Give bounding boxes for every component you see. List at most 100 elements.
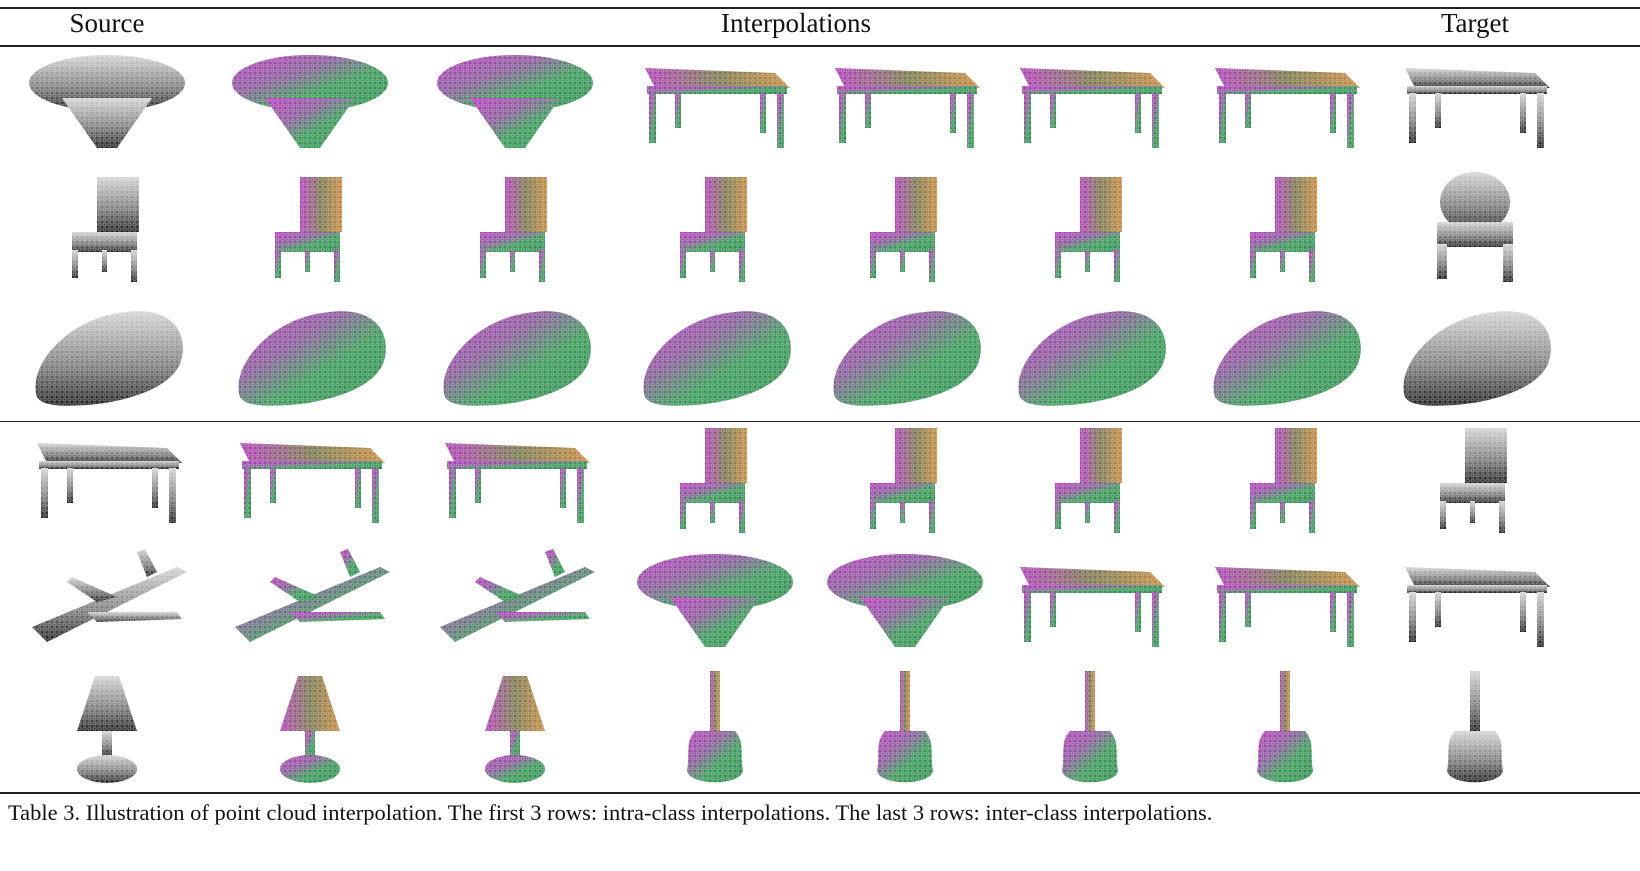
- point-texture: [675, 93, 681, 128]
- point-texture: [340, 549, 360, 577]
- point-texture: [1435, 93, 1441, 128]
- point-texture: [1347, 592, 1354, 647]
- point-texture: [1347, 93, 1354, 148]
- point-texture: [77, 676, 137, 731]
- point-texture: [41, 468, 48, 518]
- point-texture: [870, 232, 935, 252]
- point-texture: [950, 93, 956, 133]
- point-texture: [1055, 250, 1061, 278]
- point-texture: [649, 93, 656, 143]
- point-texture: [102, 250, 107, 272]
- point-texture: [577, 468, 584, 523]
- point-cloud-lamp-source: [77, 676, 137, 783]
- point-texture: [1152, 93, 1159, 148]
- point-texture: [1085, 671, 1095, 731]
- point-texture: [510, 731, 520, 756]
- point-texture: [355, 468, 361, 508]
- point-texture: [839, 93, 846, 143]
- header-interpolations: Interpolations: [721, 8, 871, 38]
- point-cloud-chair-interpolation: [870, 177, 937, 282]
- point-texture: [900, 501, 905, 523]
- point-texture: [37, 443, 182, 463]
- point-texture: [1245, 592, 1251, 627]
- point-cloud-table-target: [1405, 68, 1550, 148]
- point-texture: [895, 428, 937, 483]
- point-cloud-ufo-table-interpolation: [827, 554, 983, 647]
- point-texture: [1407, 86, 1547, 94]
- point-texture: [1405, 567, 1550, 587]
- point-cloud-airplane-source: [32, 549, 187, 642]
- point-texture: [827, 554, 983, 610]
- point-cloud-car-target: [1403, 311, 1551, 406]
- point-texture: [1499, 501, 1505, 533]
- point-texture: [290, 612, 385, 622]
- point-texture: [372, 468, 379, 523]
- point-cloud-table-interpolation: [1020, 68, 1165, 148]
- point-texture: [1470, 501, 1475, 523]
- point-cloud-table-interpolation: [240, 443, 385, 523]
- point-texture: [1152, 592, 1159, 647]
- point-cloud-chair-interpolation: [870, 428, 937, 533]
- point-cloud-guitar-interpolation: [687, 671, 743, 783]
- point-cloud-airplane-interpolation: [440, 549, 595, 642]
- point-texture: [510, 250, 515, 272]
- point-texture: [67, 468, 73, 503]
- point-texture: [643, 311, 791, 406]
- point-texture: [475, 577, 525, 602]
- point-texture: [305, 250, 310, 272]
- point-texture: [1080, 177, 1122, 232]
- point-texture: [102, 731, 112, 756]
- point-texture: [1250, 501, 1256, 529]
- point-texture: [280, 755, 340, 783]
- point-texture: [1114, 250, 1120, 282]
- point-texture: [870, 483, 935, 503]
- point-cloud-ufo-table-source: [29, 55, 185, 148]
- point-texture: [137, 549, 157, 577]
- point-texture: [929, 501, 935, 533]
- point-cloud-ufo-table-interpolation: [232, 55, 388, 148]
- point-texture: [505, 177, 547, 232]
- point-texture: [680, 250, 686, 278]
- point-texture: [67, 577, 117, 602]
- point-texture: [1114, 501, 1120, 533]
- point-texture: [1024, 592, 1031, 642]
- point-texture: [1280, 671, 1290, 731]
- point-cloud-chair-interpolation: [1250, 177, 1317, 282]
- point-texture: [62, 98, 152, 148]
- point-texture: [1245, 93, 1251, 128]
- point-cloud-ufo-table-interpolation: [637, 554, 793, 647]
- point-texture: [1062, 731, 1118, 783]
- point-texture: [244, 468, 251, 518]
- point-texture: [72, 250, 78, 278]
- point-texture: [860, 597, 950, 647]
- point-texture: [833, 311, 981, 406]
- point-texture: [29, 55, 185, 111]
- point-texture: [1217, 585, 1357, 593]
- point-texture: [1437, 244, 1447, 279]
- bottom-rule: [0, 792, 1640, 794]
- point-cloud-chair-interpolation: [1055, 428, 1122, 533]
- point-texture: [670, 597, 760, 647]
- point-texture: [1135, 592, 1141, 632]
- point-texture: [545, 549, 565, 577]
- point-cloud-guitar-interpolation: [1062, 671, 1118, 783]
- point-texture: [1447, 731, 1503, 783]
- point-texture: [270, 577, 320, 602]
- point-texture: [1275, 428, 1317, 483]
- point-cloud-chair-target: [1440, 428, 1507, 533]
- point-cloud-guitar-interpolation: [1257, 671, 1313, 783]
- point-texture: [305, 731, 315, 756]
- point-texture: [475, 468, 481, 503]
- point-texture: [647, 86, 787, 94]
- point-texture: [865, 93, 871, 128]
- point-texture: [739, 501, 745, 533]
- point-texture: [240, 443, 385, 463]
- point-cloud-chair-interpolation: [480, 177, 547, 282]
- point-texture: [1520, 592, 1526, 632]
- point-texture: [739, 250, 745, 282]
- point-cloud-table-target: [1405, 567, 1550, 647]
- point-texture: [1250, 483, 1315, 503]
- point-cloud-table-interpolation: [1020, 567, 1165, 647]
- point-texture: [1022, 86, 1162, 94]
